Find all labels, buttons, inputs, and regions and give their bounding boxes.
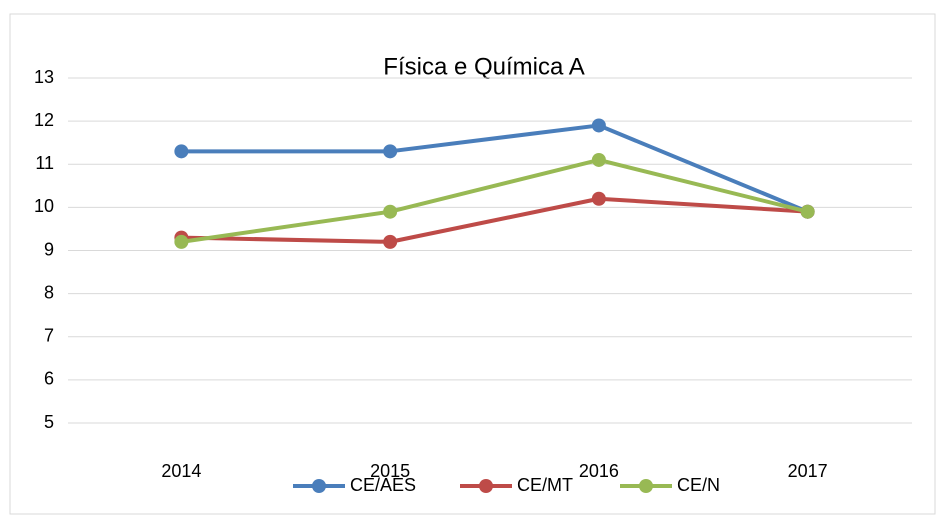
data-point (383, 204, 398, 219)
y-tick-label: 5 (44, 412, 54, 432)
x-tick-label: 2016 (579, 461, 619, 481)
x-tick-label: 2015 (370, 461, 410, 481)
data-point (383, 144, 398, 159)
legend-label: CE/N (677, 475, 720, 495)
series-line (181, 123, 809, 214)
chart-frame (9, 13, 936, 515)
y-tick-label: 12 (34, 110, 54, 130)
x-tick-label: 2017 (788, 461, 828, 481)
series-line (181, 196, 808, 244)
legend-label: CE/MT (517, 475, 573, 495)
data-point (174, 234, 189, 249)
data-point (591, 191, 606, 206)
y-tick-label: 9 (44, 239, 54, 259)
y-tick-label: 6 (44, 369, 54, 389)
legend-marker (479, 479, 493, 493)
legend-marker (639, 479, 653, 493)
data-point (591, 152, 606, 167)
y-tick-label: 10 (34, 196, 54, 216)
chart-title: Física e Química A (383, 53, 584, 80)
legend-marker (312, 479, 326, 493)
series-line (181, 157, 809, 244)
data-point (383, 234, 398, 249)
y-tick-label: 7 (44, 326, 54, 346)
y-tick-label: 8 (44, 282, 54, 302)
legend-label: CE/AES (350, 475, 416, 495)
x-tick-label: 2014 (161, 461, 201, 481)
y-tick-label: 13 (34, 67, 54, 87)
data-point (591, 118, 606, 133)
data-point (800, 204, 815, 219)
data-point (174, 144, 189, 159)
y-tick-label: 11 (35, 153, 54, 173)
